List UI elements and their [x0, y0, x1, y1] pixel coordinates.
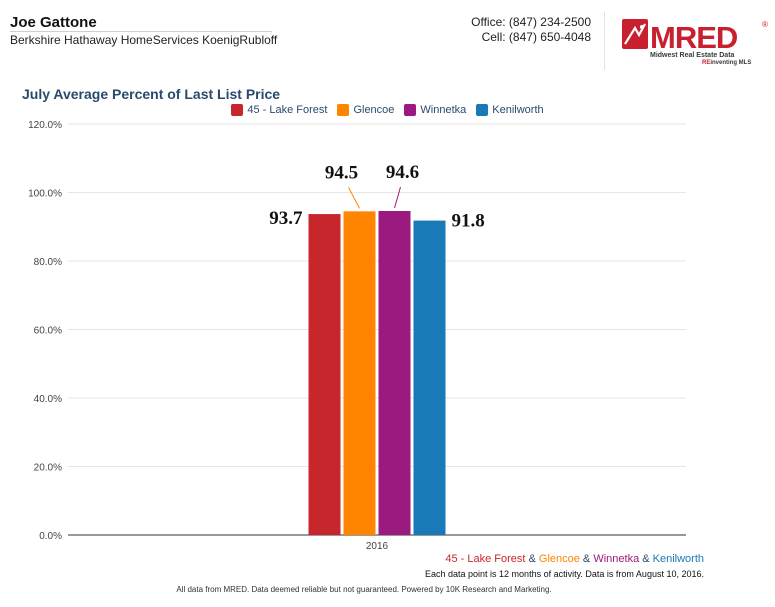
- legend-label: Kenilworth: [492, 104, 544, 116]
- data-label-leader: [394, 186, 401, 209]
- agent-company: Berkshire Hathaway HomeServices KoenigRu…: [10, 33, 278, 47]
- header-divider: [604, 12, 605, 70]
- data-label: 91.8: [452, 211, 485, 232]
- data-label: 93.7: [269, 208, 303, 229]
- agent-name: Joe Gattone: [10, 14, 97, 31]
- legend-item: Glencoe: [337, 102, 394, 118]
- agent-divider: [10, 31, 272, 32]
- data-label: 94.5: [325, 162, 358, 183]
- footer-series-name: Glencoe: [538, 553, 580, 565]
- contact-info: Office: (847) 234-2500 Cell: (847) 650-4…: [471, 15, 591, 45]
- footer-source: All data from MRED. Data deemed reliable…: [176, 585, 552, 594]
- mred-logo: MRED ® Midwest Real Estate Data REinvent…: [622, 19, 768, 66]
- footer-series-list: 45 - Lake Forest & Glencoe & Winnetka & …: [445, 553, 704, 565]
- data-label-leader: [348, 187, 360, 209]
- y-tick-label: 80.0%: [34, 257, 62, 268]
- footer-note: Each data point is 12 months of activity…: [425, 569, 704, 579]
- bar-winnetka: [378, 210, 411, 535]
- y-tick-label: 100.0%: [28, 189, 62, 200]
- y-tick-label: 40.0%: [34, 394, 62, 405]
- chart-title: July Average Percent of Last List Price: [22, 86, 281, 102]
- y-tick-label: 60.0%: [34, 326, 62, 337]
- y-tick-label: 20.0%: [34, 463, 62, 474]
- y-tick-label: 120.0%: [28, 120, 62, 131]
- logo-slogan-rest: inventing MLS: [710, 60, 751, 66]
- legend-swatch: [337, 104, 350, 116]
- logo-slogan-re: RE: [702, 60, 710, 66]
- bar-kenilworth: [413, 220, 446, 535]
- footer-series-name: 45 - Lake Forest: [445, 553, 526, 565]
- bar-chart: 0.0% 20.0% 40.0% 60.0% 80.0% 100.0% 120.0% 2016…: [28, 120, 686, 552]
- x-tick-label: 2016: [366, 541, 389, 552]
- data-label: 94.6: [386, 162, 419, 183]
- legend-item: Kenilworth: [476, 102, 544, 118]
- mred-logo-mark-icon: [622, 19, 648, 49]
- logo-wordmark: MRED: [650, 20, 738, 55]
- legend-swatch: [231, 104, 244, 116]
- bar-glencoe: [343, 211, 376, 535]
- y-tick-label: 0.0%: [39, 531, 62, 542]
- footer-series-name: Kenilworth: [652, 553, 704, 565]
- legend-label: Winnetka: [420, 104, 467, 116]
- footer-separator: &: [525, 553, 539, 565]
- logo-slogan: REinventing MLS: [702, 60, 751, 66]
- legend-swatch: [476, 104, 489, 116]
- legend-item: Winnetka: [404, 102, 466, 118]
- chart-legend: 45 - Lake Forest Glencoe Winnetka Kenilwort…: [0, 102, 775, 118]
- legend-label: Glencoe: [353, 104, 395, 116]
- legend-item: 45 - Lake Forest: [231, 102, 327, 118]
- bar-45-lake-forest: [308, 214, 341, 535]
- logo-tagline: Midwest Real Estate Data: [650, 52, 735, 59]
- cell-phone: Cell: (847) 650-4048: [481, 30, 591, 44]
- logo-registered: ®: [762, 20, 768, 29]
- office-phone: Office: (847) 234-2500: [471, 15, 591, 29]
- legend-label: 45 - Lake Forest: [247, 104, 328, 116]
- legend-swatch: [404, 104, 417, 116]
- footer-separator: &: [579, 553, 594, 565]
- footer-series-name: Winnetka: [593, 553, 640, 565]
- footer-separator: &: [639, 553, 653, 565]
